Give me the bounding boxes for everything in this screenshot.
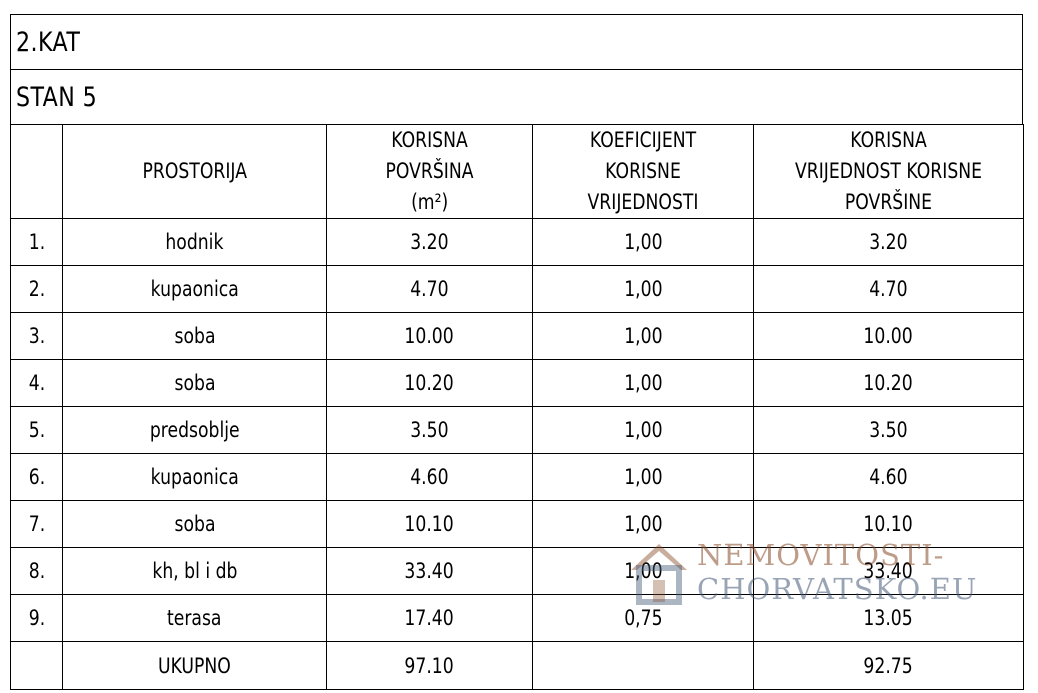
row-coefficient: 1,00 (532, 547, 754, 595)
floor-label: 2.KAT (10, 14, 1023, 69)
row-coefficient: 1,00 (532, 312, 754, 360)
room-area-table: PROSTORIJA KORISNA POVRŠINA (m²) KOEFICI… (10, 124, 1024, 690)
row-room: kh, bl i db (62, 547, 327, 595)
row-index: 9. (10, 594, 63, 642)
total-coefficient (532, 641, 754, 690)
row-value: 10.10 (753, 500, 1024, 548)
header-area-unit: (m²) (410, 190, 449, 214)
row-coefficient: 1,00 (532, 359, 754, 407)
row-value: 10.20 (753, 359, 1024, 407)
row-area: 10.10 (326, 500, 533, 548)
row-area: 17.40 (326, 594, 533, 642)
row-room: soba (62, 312, 327, 360)
row-room: soba (62, 500, 327, 548)
row-area: 4.70 (326, 265, 533, 313)
row-coefficient: 1,00 (532, 265, 754, 313)
row-area: 3.50 (326, 406, 533, 454)
row-index: 5. (10, 406, 63, 454)
row-index: 7. (10, 500, 63, 548)
table-row: 9. terasa 17.40 0,75 13.05 (10, 594, 1024, 642)
table-row: 6. kupaonica 4.60 1,00 4.60 (10, 453, 1024, 501)
header-value: KORISNA VRIJEDNOST KORISNE POVRŠINE (753, 124, 1024, 219)
row-room: kupaonica (62, 265, 327, 313)
row-value: 3.50 (753, 406, 1024, 454)
row-value: 10.00 (753, 312, 1024, 360)
row-value: 33.40 (753, 547, 1024, 595)
header-index (10, 124, 63, 219)
total-index (10, 641, 63, 690)
row-area: 3.20 (326, 218, 533, 266)
table-row: 4. soba 10.20 1,00 10.20 (10, 359, 1024, 407)
header-room: PROSTORIJA (62, 124, 327, 219)
row-coefficient: 0,75 (532, 594, 754, 642)
table-row: 1. hodnik 3.20 1,00 3.20 (10, 218, 1024, 266)
row-room: kupaonica (62, 453, 327, 501)
apartment-area-sheet: 2.KAT STAN 5 PROSTORIJA KORISNA POVRŠINA… (10, 14, 1024, 690)
row-index: 6. (10, 453, 63, 501)
row-room: predsoblje (62, 406, 327, 454)
table-row: 2. kupaonica 4.70 1,00 4.70 (10, 265, 1024, 313)
row-value: 3.20 (753, 218, 1024, 266)
total-row: UKUPNO 97.10 92.75 (10, 641, 1024, 690)
row-value: 13.05 (753, 594, 1024, 642)
row-value: 4.60 (753, 453, 1024, 501)
total-value: 92.75 (753, 641, 1024, 690)
row-area: 10.20 (326, 359, 533, 407)
row-area: 4.60 (326, 453, 533, 501)
total-area: 97.10 (326, 641, 533, 690)
row-value: 4.70 (753, 265, 1024, 313)
row-room: terasa (62, 594, 327, 642)
header-area: KORISNA POVRŠINA (m²) (326, 124, 533, 219)
table-row: 5. predsoblje 3.50 1,00 3.50 (10, 406, 1024, 454)
row-index: 1. (10, 218, 63, 266)
row-coefficient: 1,00 (532, 406, 754, 454)
row-coefficient: 1,00 (532, 218, 754, 266)
table-row: 8. kh, bl i db 33.40 1,00 33.40 (10, 547, 1024, 595)
row-index: 4. (10, 359, 63, 407)
row-room: hodnik (62, 218, 327, 266)
table-row: 7. soba 10.10 1,00 10.10 (10, 500, 1024, 548)
unit-label: STAN 5 (10, 69, 1023, 124)
row-index: 8. (10, 547, 63, 595)
row-coefficient: 1,00 (532, 453, 754, 501)
row-room: soba (62, 359, 327, 407)
header-coefficient: KOEFICIJENT KORISNE VRIJEDNOSTI (532, 124, 754, 219)
table-row: 3. soba 10.00 1,00 10.00 (10, 312, 1024, 360)
row-index: 3. (10, 312, 63, 360)
row-area: 33.40 (326, 547, 533, 595)
row-index: 2. (10, 265, 63, 313)
row-coefficient: 1,00 (532, 500, 754, 548)
table-header-row: PROSTORIJA KORISNA POVRŠINA (m²) KOEFICI… (10, 124, 1024, 219)
row-area: 10.00 (326, 312, 533, 360)
total-label: UKUPNO (62, 641, 327, 690)
